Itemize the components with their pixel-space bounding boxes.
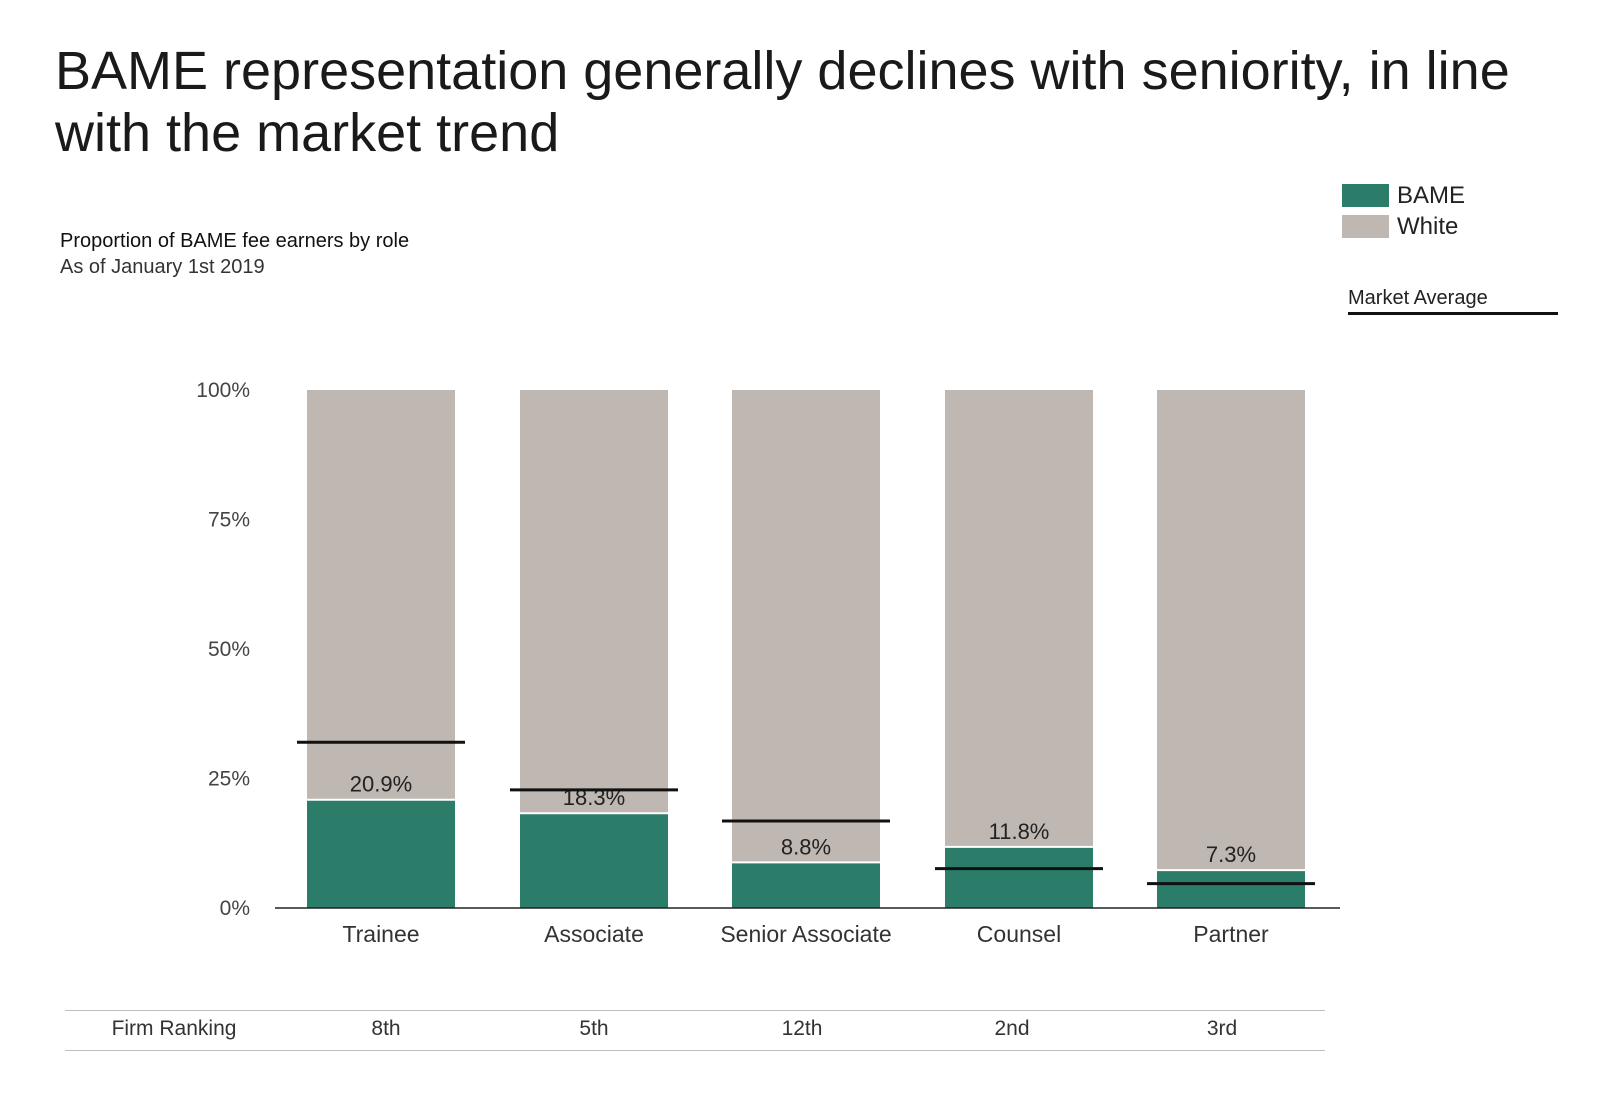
x-tick-label: Trainee — [342, 921, 419, 947]
legend-market-average: Market Average — [1348, 287, 1558, 315]
chart-date-note: As of January 1st 2019 — [60, 256, 265, 278]
legend-market-average-label: Market Average — [1348, 287, 1488, 309]
legend: BAME White — [1342, 180, 1465, 242]
ranking-value: 2nd — [994, 1017, 1030, 1040]
legend-swatch-white — [1342, 215, 1389, 238]
bar-white-trainee — [307, 390, 455, 800]
legend-swatch-bame — [1342, 184, 1389, 207]
legend-label-white: White — [1397, 212, 1459, 240]
bar-white-senior-associate — [732, 390, 880, 863]
data-label: 11.8% — [989, 819, 1050, 844]
x-tick-label: Partner — [1193, 921, 1269, 947]
x-tick-label: Senior Associate — [720, 921, 891, 947]
data-label: 20.9% — [350, 772, 412, 797]
ranking-label: Firm Ranking — [111, 1017, 237, 1040]
ranking-value: 5th — [579, 1017, 609, 1040]
x-tick-label: Counsel — [977, 921, 1061, 947]
legend-item-white: White — [1342, 211, 1465, 242]
data-label: 7.3% — [1206, 842, 1256, 867]
bar-bame-senior-associate — [732, 862, 880, 908]
y-tick-label: 50% — [208, 638, 250, 661]
x-tick-label: Associate — [544, 921, 644, 947]
ranking-top-rule — [65, 1010, 1325, 1011]
ranking-value: 12th — [781, 1017, 823, 1040]
y-tick-label: 0% — [220, 897, 250, 920]
legend-label-bame: BAME — [1397, 181, 1466, 209]
bar-bame-trainee — [307, 799, 455, 908]
y-tick-label: 100% — [196, 379, 250, 402]
y-tick-label: 75% — [208, 509, 250, 532]
bar-white-associate — [520, 390, 668, 814]
bar-white-partner — [1157, 390, 1305, 871]
bar-bame-partner — [1157, 870, 1305, 908]
bar-bame-counsel — [945, 846, 1093, 908]
ranking-value: 8th — [371, 1017, 401, 1040]
bar-white-counsel — [945, 390, 1093, 847]
ranking-bottom-rule — [65, 1050, 1325, 1051]
bar-bame-associate — [520, 813, 668, 908]
legend-market-average-line — [1348, 312, 1558, 315]
chart-title: BAME representation generally declines w… — [55, 41, 1510, 163]
y-tick-label: 25% — [208, 768, 250, 791]
chart-subtitle: Proportion of BAME fee earners by role — [60, 230, 410, 252]
ranking-value: 3rd — [1206, 1017, 1238, 1040]
legend-item-bame: BAME — [1342, 180, 1465, 211]
data-label: 8.8% — [781, 834, 831, 859]
